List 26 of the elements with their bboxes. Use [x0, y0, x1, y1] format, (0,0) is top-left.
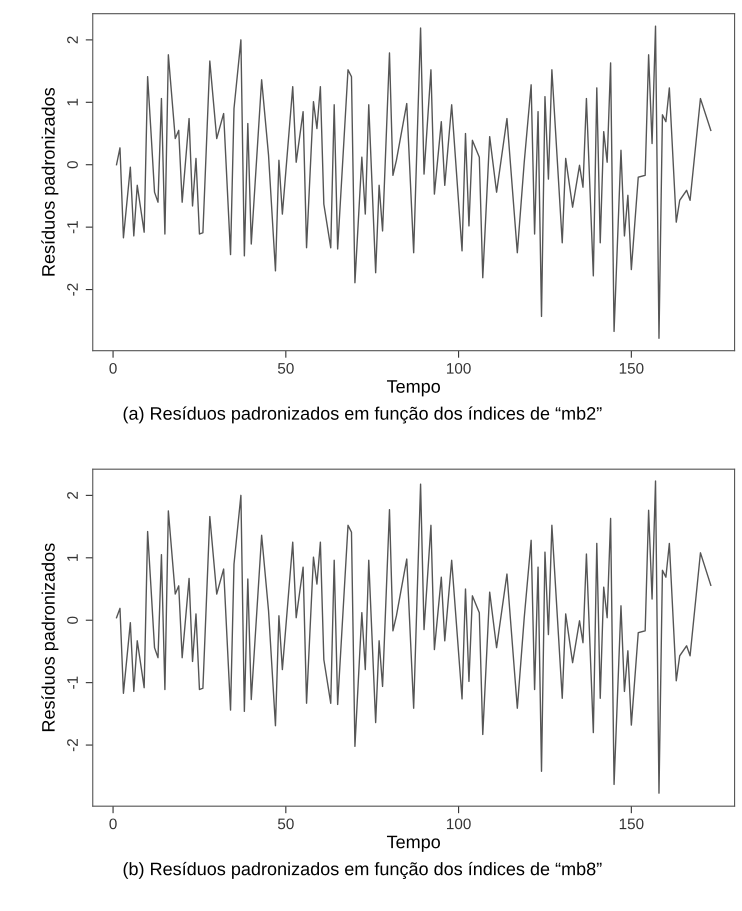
x-tick-label: 50: [278, 818, 294, 830]
y-tick-label: -1: [67, 676, 78, 689]
line-series: [116, 480, 712, 794]
x-tick-label: 100: [447, 818, 471, 830]
y-tick-label: 1: [67, 554, 78, 561]
y-axis-title: Resíduos padronizados: [41, 88, 58, 276]
line-series: [116, 25, 712, 339]
x-axis-title: Tempo: [386, 380, 440, 396]
y-tick-label: 2: [67, 36, 78, 44]
x-tick-label: 150: [620, 818, 644, 830]
text: (b) Resíduos padronizados em função dos índices de “mb8”: [124, 862, 602, 879]
x-tick-label: 100: [447, 362, 471, 374]
x-tick-label: 150: [620, 362, 644, 374]
x-tick-label: 50: [278, 362, 294, 374]
y-axis-title: Resíduos padronizados: [41, 543, 58, 732]
y-tick-label: 2: [67, 492, 78, 499]
y-tick-label: -2: [67, 284, 78, 296]
x-axis-title: Tempo: [386, 836, 440, 852]
y-tick-label: 0: [67, 616, 78, 624]
x-tick-label: 0: [109, 362, 117, 374]
text: (a) Resíduos padronizados em função dos índices de “mb2”: [124, 406, 602, 424]
y-tick-label: 0: [67, 161, 78, 168]
y-tick-label: -1: [67, 221, 78, 234]
y-tick-label: -2: [67, 739, 78, 752]
x-tick-label: 0: [109, 818, 117, 830]
y-tick-label: 1: [67, 98, 78, 106]
